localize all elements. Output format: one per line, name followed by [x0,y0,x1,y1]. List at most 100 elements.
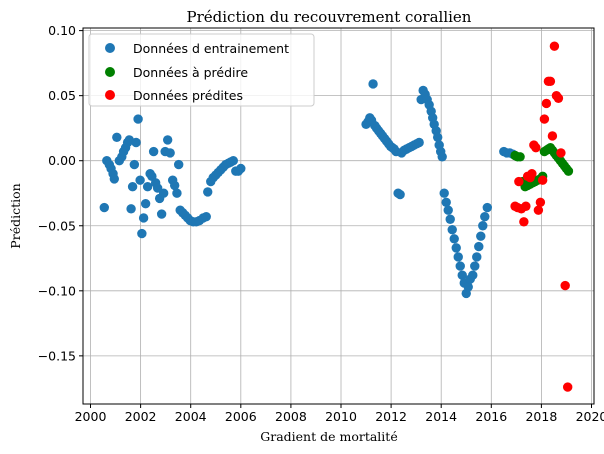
data-point [228,156,238,166]
data-point [443,205,453,215]
y-axis-label: Prédiction [8,183,23,248]
legend: Données d entrainement Données à prédire… [88,33,315,107]
data-point [169,180,180,191]
data-point [173,159,184,170]
x-axis-label: Gradient de mortalité [260,429,397,444]
axis-ticks: 2000 2002 2004 2006 2008 2010 2012 2014 2016 2018… [38,23,604,424]
data-point [395,189,405,200]
data-point [535,197,546,208]
x-tick-label: 2014 [425,409,457,424]
legend-box [88,33,315,107]
data-point [432,132,443,142]
data-point [203,187,213,197]
data-point [109,174,120,184]
data-point [172,188,182,198]
data-point [437,152,447,162]
data-point [126,204,136,214]
data-point [133,114,143,124]
data-point [470,261,480,271]
data-point [527,169,537,179]
data-point [451,243,461,253]
data-point [236,163,246,174]
data-point [201,211,211,222]
data-point [453,252,463,262]
data-point [439,188,449,198]
legend-label-training: Données d entrainement [133,41,289,56]
x-tick-label: 2010 [325,409,357,424]
x-tick-label: 2012 [375,409,407,424]
data-point [519,217,529,227]
data-point [148,146,159,157]
x-tick-label: 2008 [275,409,307,424]
data-point [457,270,467,280]
data-point [539,114,550,124]
data-point [474,241,484,252]
y-tick-label: 0.10 [48,23,76,38]
data-point [541,98,552,109]
data-point [562,382,573,392]
chart-title: Prédiction du recouvrement corallien [187,8,472,26]
data-point [547,131,558,141]
data-point [99,202,109,213]
y-tick-label: 0.05 [48,88,76,103]
data-point [476,231,486,241]
data-point [158,188,169,198]
data-point [131,137,141,148]
x-tick-label: 2004 [175,409,207,424]
plot-frame [82,27,595,405]
data-point [140,198,151,209]
x-tick-label: 2020 [576,409,604,424]
data-point [531,142,541,153]
x-tick-label: 2018 [525,409,557,424]
y-tick-label: −0.15 [38,348,76,363]
data-point [447,224,457,235]
data-point [514,176,524,187]
data-point [127,182,138,192]
data-point [560,280,570,291]
data-point [463,282,473,292]
data-point [480,211,490,222]
legend-label-predicted: Données prédites [133,88,243,103]
data-point [521,201,531,211]
data-point [414,137,424,148]
data-point [129,159,140,170]
y-tick-label: −0.10 [38,283,76,298]
data-point [472,252,482,262]
data-point [165,148,175,158]
data-point [537,175,548,185]
data-point [515,152,525,162]
data-point [468,270,478,280]
y-tick-label: 0.00 [48,153,76,168]
data-point [156,209,167,219]
legend-marker-to-predict [105,67,115,77]
data-point [137,228,147,239]
x-tick-label: 2016 [475,409,507,424]
x-tick-label: 2002 [125,409,157,424]
x-tick-label: 2006 [225,409,257,424]
legend-marker-predicted [105,90,115,100]
data-point [478,221,488,231]
data-point [563,166,574,176]
data-point [112,132,122,142]
data-point [549,41,560,51]
data-point [533,205,544,215]
data-point [482,202,492,213]
data-point [162,135,173,145]
data-point [545,76,556,87]
data-point [553,93,564,103]
legend-marker-training [105,43,115,53]
y-tick-label: −0.05 [38,218,76,233]
data-point [142,182,153,192]
data-point [135,175,145,185]
data-point [449,234,459,244]
x-tick-label: 2000 [75,409,107,424]
data-point [441,197,451,208]
data-point [556,148,566,158]
data-point [138,213,149,223]
data-point [455,261,465,271]
data-point [368,79,378,89]
data-point [445,214,455,224]
data-points [99,41,574,392]
legend-label-to-predict: Données à prédire [133,65,248,80]
